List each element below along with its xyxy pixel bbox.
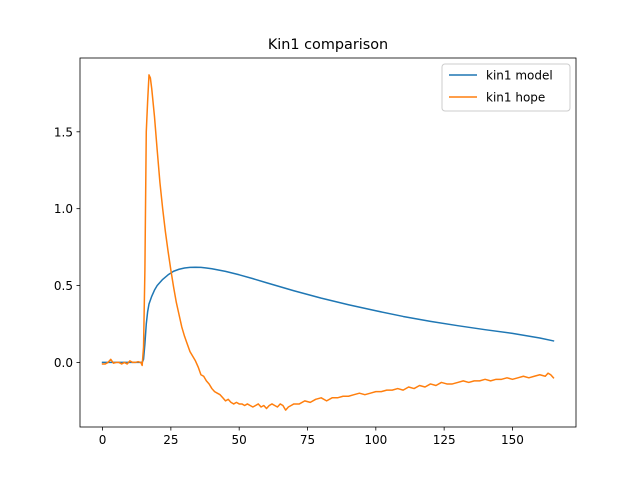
legend-label-2: kin1 hope — [486, 91, 545, 105]
y-tick-label: 1.5 — [54, 125, 73, 139]
series-line-1 — [101, 266, 555, 364]
chart-title: Kin1 comparison — [268, 37, 388, 53]
legend-label-1: kin1 model — [486, 69, 553, 83]
axes-frame — [79, 57, 577, 428]
x-tick-label: 50 — [232, 433, 247, 447]
x-tick-label: 125 — [433, 433, 456, 447]
x-tick-label: 100 — [364, 433, 387, 447]
x-tick-label: 150 — [501, 433, 524, 447]
y-tick-label: 0.0 — [54, 356, 73, 370]
y-tick-label: 1.0 — [54, 202, 73, 216]
legend: kin1 model kin1 hope — [441, 63, 571, 112]
x-tick-label: 75 — [300, 433, 315, 447]
y-tick-label: 0.5 — [54, 279, 73, 293]
x-tick-label: 25 — [163, 433, 178, 447]
x-tick-label: 0 — [99, 433, 107, 447]
series-line-2 — [101, 74, 555, 411]
